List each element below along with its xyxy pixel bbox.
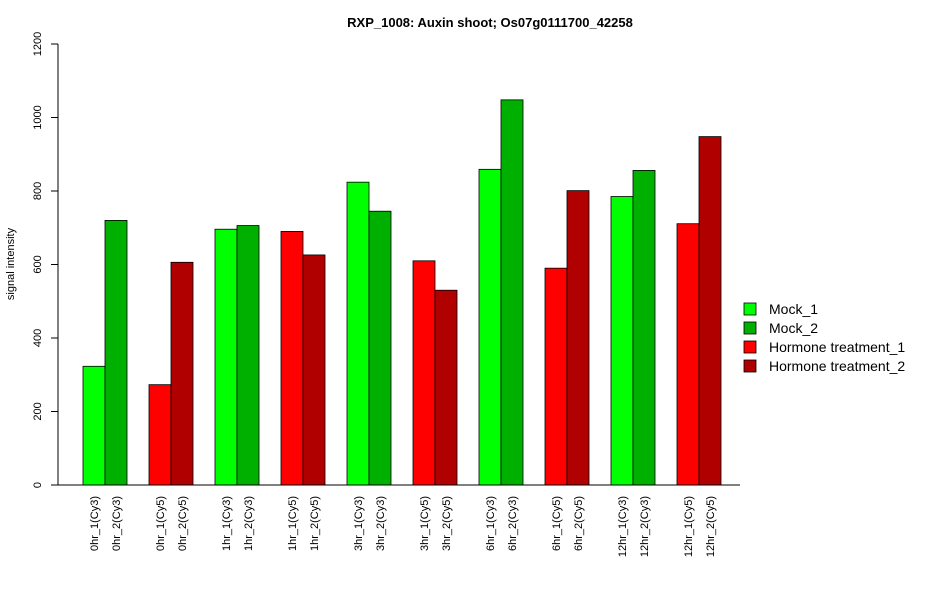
y-axis-label: signal intensity	[5, 227, 17, 300]
bar	[412, 260, 436, 486]
bar	[500, 99, 524, 486]
x-tick-label: 3hr_1(Cy5)	[419, 496, 431, 551]
x-tick-label: 1hr_2(Cy5)	[309, 496, 321, 551]
bar	[104, 219, 128, 486]
x-tick-label: 12hr_2(Cy3)	[639, 496, 651, 557]
bar	[698, 136, 722, 486]
y-tick-label: 0	[32, 482, 44, 488]
legend-label: Mock_1	[769, 301, 818, 317]
x-tick-label: 1hr_2(Cy3)	[243, 496, 255, 551]
legend-swatch	[743, 302, 757, 316]
x-tick-label: 6hr_2(Cy3)	[507, 496, 519, 551]
x-tick-label: 3hr_1(Cy3)	[353, 496, 365, 551]
bar	[544, 267, 568, 486]
y-axis: 0 200 400 600 800 1000 1200	[32, 32, 59, 488]
y-tick-label: 800	[32, 182, 44, 200]
bar	[676, 223, 700, 486]
x-tick-label: 0hr_2(Cy5)	[177, 496, 189, 551]
legend-label: Hormone treatment_1	[769, 339, 905, 355]
x-tick-label: 0hr_1(Cy5)	[155, 496, 167, 551]
legend-label: Mock_2	[769, 320, 818, 336]
x-tick-label: 0hr_2(Cy3)	[111, 496, 123, 551]
bar	[610, 196, 634, 486]
bar	[566, 190, 590, 486]
bar	[148, 384, 172, 486]
x-tick-labels: 0hr_1(Cy3) 0hr_2(Cy3) 0hr_1(Cy5) 0hr_2(Cy5)…	[89, 496, 717, 557]
x-tick-label: 6hr_1(Cy3)	[485, 496, 497, 551]
bar	[280, 231, 304, 486]
y-tick-label: 600	[32, 255, 44, 273]
legend-label: Hormone treatment_2	[769, 358, 905, 374]
legend-swatch	[743, 321, 757, 335]
x-tick-label: 6hr_2(Cy5)	[573, 496, 585, 551]
bar	[434, 289, 458, 486]
y-tick-label: 1200	[32, 32, 44, 56]
bar	[346, 181, 370, 486]
x-tick-label: 3hr_2(Cy3)	[375, 496, 387, 551]
bar	[82, 365, 106, 486]
x-tick-label: 12hr_1(Cy3)	[617, 496, 629, 557]
legend: Mock_1 Mock_2 Hormone treatment_1 Hormone t…	[743, 301, 905, 374]
bar	[214, 228, 238, 486]
x-tick-label: 1hr_1(Cy3)	[221, 496, 233, 551]
y-tick-label: 400	[32, 329, 44, 347]
x-tick-label: 12hr_1(Cy5)	[683, 496, 695, 557]
x-tick-label: 12hr_2(Cy5)	[705, 496, 717, 557]
x-tick-label: 0hr_1(Cy3)	[89, 496, 101, 551]
bar	[368, 210, 392, 486]
bar	[302, 254, 326, 486]
chart-title: RXP_1008: Auxin shoot; Os07g0111700_4225…	[347, 15, 633, 30]
bar	[236, 225, 260, 486]
bar	[170, 261, 194, 486]
x-tick-label: 6hr_1(Cy5)	[551, 496, 563, 551]
bars-group	[82, 99, 722, 486]
x-tick-label: 1hr_1(Cy5)	[287, 496, 299, 551]
y-tick-label: 200	[32, 402, 44, 420]
x-tick-label: 3hr_2(Cy5)	[441, 496, 453, 551]
bar	[632, 170, 656, 486]
legend-swatch	[743, 340, 757, 354]
bar	[478, 168, 502, 486]
y-tick-label: 1000	[32, 105, 44, 129]
legend-swatch	[743, 359, 757, 373]
